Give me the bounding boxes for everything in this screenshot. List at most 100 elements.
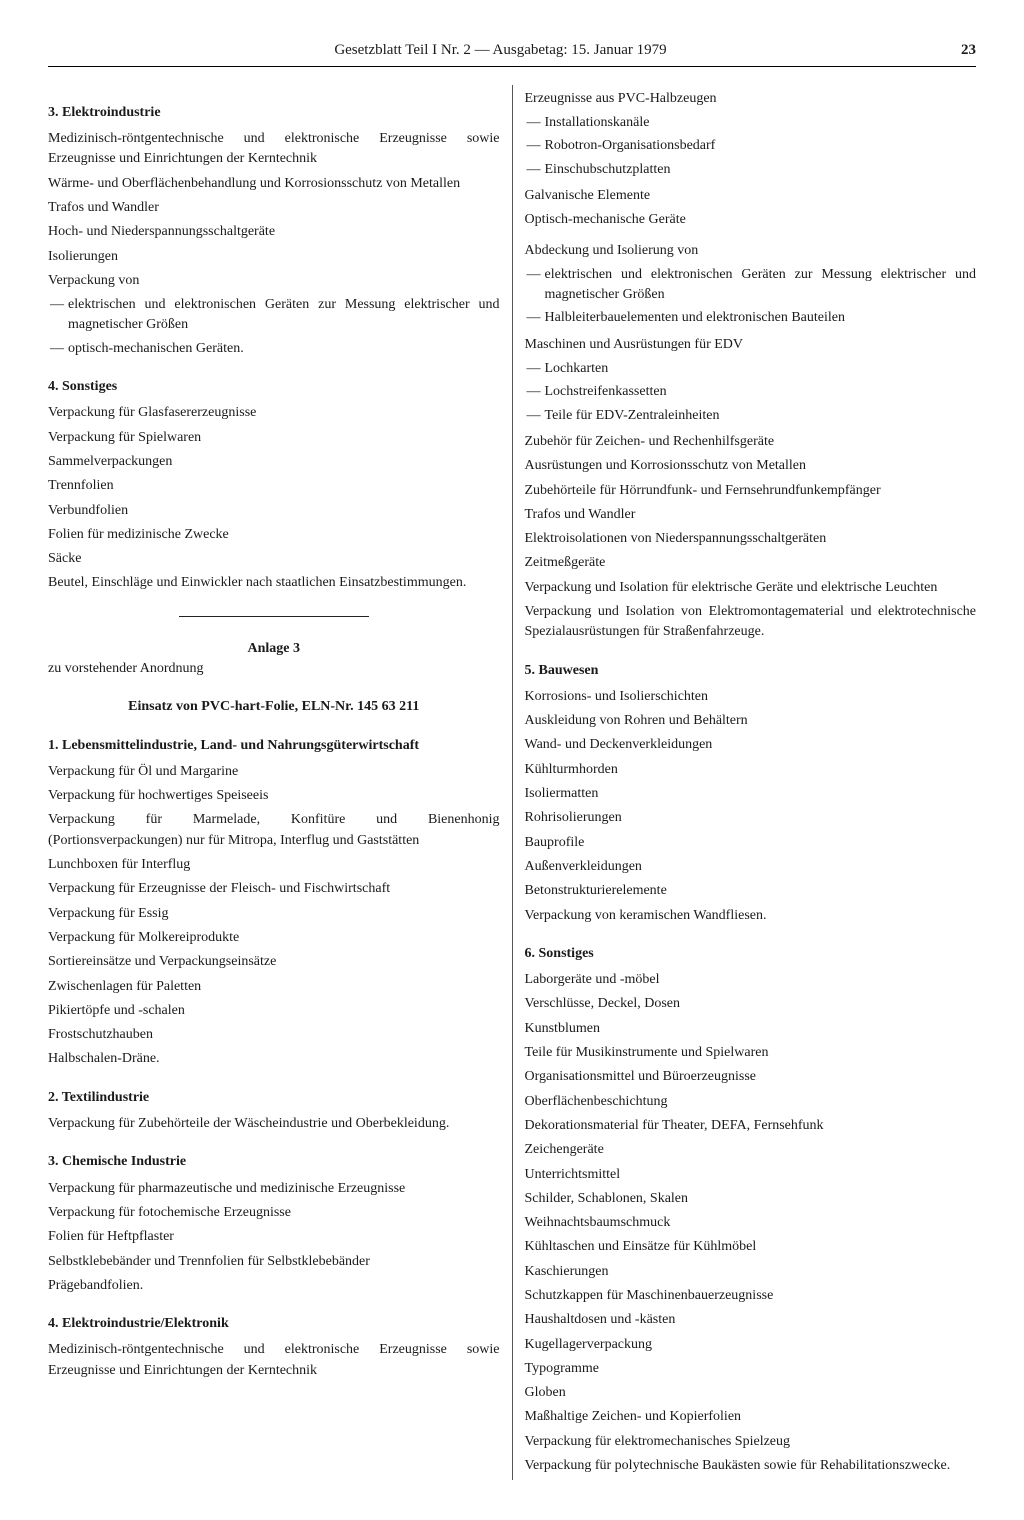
- text-item: Verpackung für hochwertiges Speiseeis: [48, 786, 500, 806]
- bullet-list: —elektrischen und elektronischen Geräten…: [48, 295, 500, 359]
- bullet-item: —Robotron-Organisationsbedarf: [525, 136, 977, 156]
- text-item: Verpackung für elektromechanisches Spiel…: [525, 1432, 977, 1452]
- bullet-text: Teile für EDV-Zentraleinheiten: [545, 406, 720, 426]
- text-item: Verpackung für fotochemische Erzeugnisse: [48, 1203, 500, 1223]
- bullet-text: elektrischen und elektronischen Geräten …: [545, 265, 977, 306]
- text-item: Kunstblumen: [525, 1019, 977, 1039]
- section-a4-head: 4. Elektroindustrie/Elektronik: [48, 1314, 500, 1334]
- text-item: Betonstrukturierelemente: [525, 881, 977, 901]
- anlage-sub: zu vorstehender Anordnung: [48, 659, 500, 679]
- bullet-item: —Lochstreifenkassetten: [525, 382, 977, 402]
- page-number: 23: [961, 40, 976, 62]
- text-item: Frostschutzhauben: [48, 1025, 500, 1045]
- section-3-head: 3. Elektroindustrie: [48, 103, 500, 123]
- text-item: Folien für medizinische Zwecke: [48, 525, 500, 545]
- dash-icon: —: [525, 308, 545, 328]
- text-item: Verschlüsse, Deckel, Dosen: [525, 994, 977, 1014]
- bullet-item: —elektrischen und elektronischen Geräten…: [48, 295, 500, 336]
- dash-icon: —: [48, 295, 68, 336]
- section-a3-head: 3. Chemische Industrie: [48, 1152, 500, 1172]
- bullet-list: —elektrischen und elektronischen Geräten…: [525, 265, 977, 329]
- text-item: Kugellagerverpackung: [525, 1335, 977, 1355]
- dash-icon: —: [48, 339, 68, 359]
- bullet-text: Halbleiterbauelementen und elektronische…: [545, 308, 846, 328]
- text-item: Dekorationsmaterial für Theater, DEFA, F…: [525, 1116, 977, 1136]
- divider: [179, 616, 369, 617]
- text-item: Organisationsmittel und Büroerzeugnisse: [525, 1067, 977, 1087]
- text-item: Verpackung für polytechnische Baukästen …: [525, 1456, 977, 1476]
- dash-icon: —: [525, 160, 545, 180]
- text-item: Zubehörteile für Hörrundfunk- und Fernse…: [525, 481, 977, 501]
- text-item: Elektroisolationen von Niederspannungssc…: [525, 529, 977, 549]
- section-6-head: 6. Sonstiges: [525, 944, 977, 964]
- text-item: Verpackung von: [48, 271, 500, 291]
- text-item: Selbstklebebänder und Trennfolien für Se…: [48, 1252, 500, 1272]
- bullet-list: —Installationskanäle —Robotron-Organisat…: [525, 113, 977, 180]
- page-header: Gesetzblatt Teil I Nr. 2 — Ausgabetag: 1…: [48, 40, 976, 67]
- text-item: Verpackung für Glasfasererzeugnisse: [48, 403, 500, 423]
- dash-icon: —: [525, 406, 545, 426]
- bullet-text: Installationskanäle: [545, 113, 650, 133]
- text-item: Verpackung für Spielwaren: [48, 428, 500, 448]
- dash-icon: —: [525, 265, 545, 306]
- text-item: Trafos und Wandler: [525, 505, 977, 525]
- text-item: Optisch-mechanische Geräte: [525, 210, 977, 230]
- text-item: Sortiereinsätze und Verpackungseinsätze: [48, 952, 500, 972]
- text-item: Schutzkappen für Maschinenbauerzeugnisse: [525, 1286, 977, 1306]
- text-item: Haushaltdosen und -kästen: [525, 1310, 977, 1330]
- text-item: Kühltaschen und Einsätze für Kühlmöbel: [525, 1237, 977, 1257]
- text-item: Verpackung und Isolation für elektrische…: [525, 578, 977, 598]
- text-item: Trennfolien: [48, 476, 500, 496]
- bullet-item: —Einschubschutzplatten: [525, 160, 977, 180]
- section-4-head: 4. Sonstiges: [48, 377, 500, 397]
- text-item: Außenverkleidungen: [525, 857, 977, 877]
- bullet-text: Einschubschutzplatten: [545, 160, 671, 180]
- text-item: Bauprofile: [525, 833, 977, 853]
- text-item: Verpackung für pharmazeutische und mediz…: [48, 1179, 500, 1199]
- text-item: Kühlturmhorden: [525, 760, 977, 780]
- bullet-item: —Teile für EDV-Zentraleinheiten: [525, 406, 977, 426]
- dash-icon: —: [525, 113, 545, 133]
- text-item: Hoch- und Niederspannungsschaltgeräte: [48, 222, 500, 242]
- bullet-item: —elektrischen und elektronischen Geräten…: [525, 265, 977, 306]
- text-item: Auskleidung von Rohren und Behältern: [525, 711, 977, 731]
- bullet-item: —Halbleiterbauelementen und elektronisch…: [525, 308, 977, 328]
- text-item: Isoliermatten: [525, 784, 977, 804]
- text-item: Verpackung für Öl und Margarine: [48, 762, 500, 782]
- bullet-item: —Installationskanäle: [525, 113, 977, 133]
- text-item: Verpackung für Erzeugnisse der Fleisch- …: [48, 879, 500, 899]
- text-item: Zwischenlagen für Paletten: [48, 977, 500, 997]
- text-item: Rohrisolierungen: [525, 808, 977, 828]
- text-item: Medizinisch-röntgentechnische und elektr…: [48, 1340, 500, 1381]
- text-item: Maschinen und Ausrüstungen für EDV: [525, 335, 977, 355]
- text-item: Verpackung für Essig: [48, 904, 500, 924]
- text-item: Sammelverpackungen: [48, 452, 500, 472]
- text-item: Erzeugnisse aus PVC-Halbzeugen: [525, 89, 977, 109]
- text-item: Verpackung von keramischen Wandfliesen.: [525, 906, 977, 926]
- text-item: Pikiertöpfe und -schalen: [48, 1001, 500, 1021]
- text-item: Ausrüstungen und Korrosionsschutz von Me…: [525, 456, 977, 476]
- text-item: Säcke: [48, 549, 500, 569]
- text-item: Verpackung für Zubehörteile der Wäschein…: [48, 1114, 500, 1134]
- text-item: Isolierungen: [48, 247, 500, 267]
- text-item: Korrosions- und Isolierschichten: [525, 687, 977, 707]
- text-item: Wärme- und Oberflächenbehandlung und Kor…: [48, 174, 500, 194]
- text-item: Trafos und Wandler: [48, 198, 500, 218]
- text-item: Typogramme: [525, 1359, 977, 1379]
- text-item: Kaschierungen: [525, 1262, 977, 1282]
- left-column: 3. Elektroindustrie Medizinisch-röntgent…: [48, 85, 513, 1481]
- header-title: Gesetzblatt Teil I Nr. 2 — Ausgabetag: 1…: [48, 40, 953, 62]
- text-item: Zeichengeräte: [525, 1140, 977, 1160]
- text-item: Galvanische Elemente: [525, 186, 977, 206]
- text-item: Maßhaltige Zeichen- und Kopierfolien: [525, 1407, 977, 1427]
- dash-icon: —: [525, 359, 545, 379]
- text-item: Verbundfolien: [48, 501, 500, 521]
- text-item: Zubehör für Zeichen- und Rechenhilfsgerä…: [525, 432, 977, 452]
- anlage-title: Einsatz von PVC-hart-Folie, ELN-Nr. 145 …: [48, 697, 500, 717]
- bullet-list: —Lochkarten —Lochstreifenkassetten —Teil…: [525, 359, 977, 426]
- text-item: Abdeckung und Isolierung von: [525, 241, 977, 261]
- section-a2-head: 2. Textilindustrie: [48, 1088, 500, 1108]
- text-item: Zeitmeßgeräte: [525, 553, 977, 573]
- bullet-text: optisch-mechanischen Geräten.: [68, 339, 244, 359]
- text-item: Schilder, Schablonen, Skalen: [525, 1189, 977, 1209]
